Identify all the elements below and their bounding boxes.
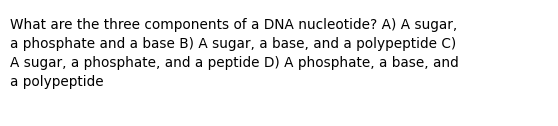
Text: What are the three components of a DNA nucleotide? A) A sugar,
a phosphate and a: What are the three components of a DNA n… [10, 18, 459, 89]
